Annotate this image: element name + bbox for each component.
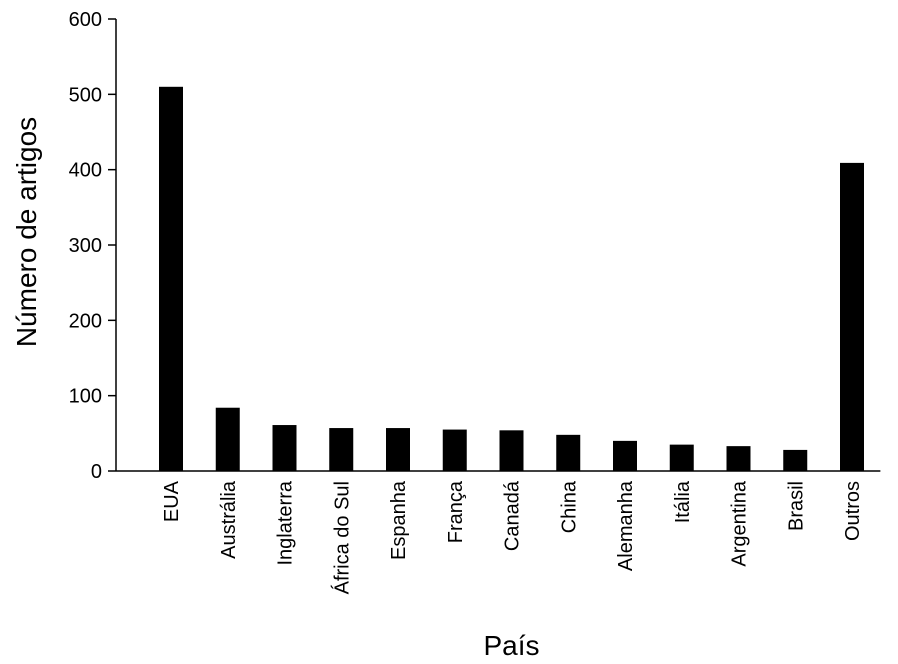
x-tick-label-5: França xyxy=(445,480,467,543)
y-tick-label-2: 200 xyxy=(69,310,102,332)
bar-11 xyxy=(783,449,808,471)
x-tick-label-2: Inglaterra xyxy=(275,480,297,565)
bar-8 xyxy=(613,440,637,471)
bar-3 xyxy=(329,428,354,471)
y-tick-label-1: 100 xyxy=(69,386,102,408)
x-tick-label-9: Itália xyxy=(672,480,694,523)
bar-10 xyxy=(726,446,751,471)
bar-12 xyxy=(840,162,864,471)
y-tick-label-0: 0 xyxy=(91,461,102,483)
y-axis-title: Número de artigos xyxy=(11,117,42,347)
labels-layer: EUA Austrália Inglaterra África do Sul Espan… xyxy=(69,9,864,594)
bar-4 xyxy=(386,428,410,471)
x-axis-title: País xyxy=(483,630,539,661)
y-tick-label-6: 600 xyxy=(69,9,102,31)
x-tick-label-1: Austrália xyxy=(218,480,240,559)
bar-5 xyxy=(442,429,467,471)
y-tick-label-3: 300 xyxy=(69,235,102,257)
y-tick-label-5: 500 xyxy=(69,84,102,106)
bar-9 xyxy=(669,444,694,471)
bar-2 xyxy=(272,425,297,471)
x-tick-label-12: Outros xyxy=(842,481,864,541)
x-tick-label-11: Brasil xyxy=(785,481,807,531)
bar-1 xyxy=(215,407,240,471)
x-tick-label-4: Espanha xyxy=(388,480,410,560)
x-tick-label-3: África do Sul xyxy=(330,481,353,594)
bar-6 xyxy=(499,430,524,471)
x-tick-label-0: EUA xyxy=(161,480,183,522)
x-tick-label-6: Canadá xyxy=(502,480,524,551)
x-tick-label-8: Alemanha xyxy=(615,480,637,571)
x-tick-label-7: China xyxy=(558,480,580,533)
bars-layer xyxy=(159,86,864,472)
axes-layer xyxy=(108,18,881,472)
bar-0 xyxy=(159,86,183,472)
bar-7 xyxy=(556,434,581,471)
x-tick-label-10: Argentina xyxy=(729,480,751,566)
y-tick-label-4: 400 xyxy=(69,160,102,182)
